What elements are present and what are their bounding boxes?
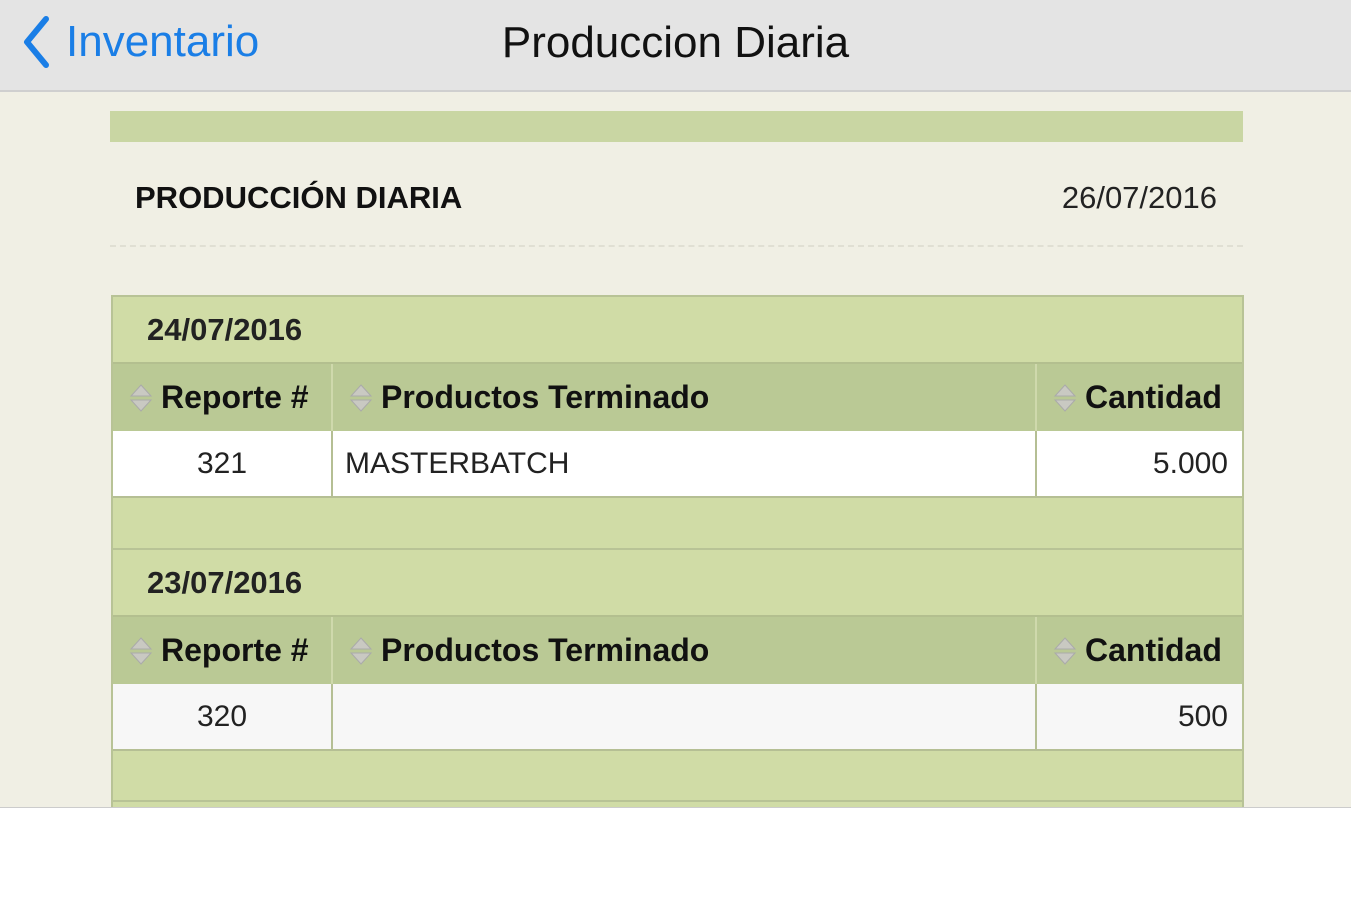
back-button[interactable]: Inventario (22, 10, 259, 74)
sort-icon (1053, 636, 1077, 666)
column-header[interactable]: Reporte # (113, 364, 333, 431)
content-area: PRODUCCIÓN DIARIA 26/07/2016 24/07/2016 R… (0, 92, 1351, 808)
top-banner (110, 111, 1243, 142)
sort-icon (129, 636, 153, 666)
next-group (111, 800, 1244, 807)
cell-reporte: 320 (113, 684, 333, 751)
report-title: PRODUCCIÓN DIARIA (135, 180, 463, 215)
sort-icon (1053, 383, 1077, 413)
group-date: 24/07/2016 (113, 297, 1242, 364)
column-header[interactable]: Productos Terminado (333, 617, 1037, 684)
report-date: 26/07/2016 (1061, 180, 1217, 215)
navigation-bar: Inventario Produccion Diaria (0, 0, 1351, 92)
table-header: Reporte # Productos Terminado Cantidad (113, 364, 1242, 431)
back-label: Inventario (66, 17, 260, 66)
column-header[interactable]: Reporte # (113, 617, 333, 684)
chevron-left-icon (24, 16, 49, 68)
date-group: 24/07/2016 Reporte # Productos Terminado Ca… (111, 295, 1244, 550)
cell-cantidad: 500 (1037, 684, 1242, 751)
cell-producto: MASTERBATCH (333, 431, 1037, 498)
column-header[interactable]: Cantidad (1037, 617, 1242, 684)
column-header[interactable]: Productos Terminado (333, 364, 1037, 431)
table-row[interactable]: 321 MASTERBATCH 5.000 (113, 431, 1242, 498)
divider (110, 245, 1243, 247)
table-header: Reporte # Productos Terminado Cantidad (113, 617, 1242, 684)
column-header[interactable]: Cantidad (1037, 364, 1242, 431)
cell-reporte: 321 (113, 431, 333, 498)
group-spacer (113, 751, 1242, 801)
group-spacer (113, 498, 1242, 548)
sort-icon (349, 636, 373, 666)
table-row[interactable]: 320 500 (113, 684, 1242, 751)
sort-icon (349, 383, 373, 413)
cell-cantidad: 5.000 (1037, 431, 1242, 498)
cell-producto (333, 684, 1037, 751)
group-date: 23/07/2016 (113, 550, 1242, 617)
sort-icon (129, 383, 153, 413)
page-title: Produccion Diaria (501, 18, 850, 67)
date-group: 23/07/2016 Reporte # Productos Terminado Ca… (111, 548, 1244, 803)
